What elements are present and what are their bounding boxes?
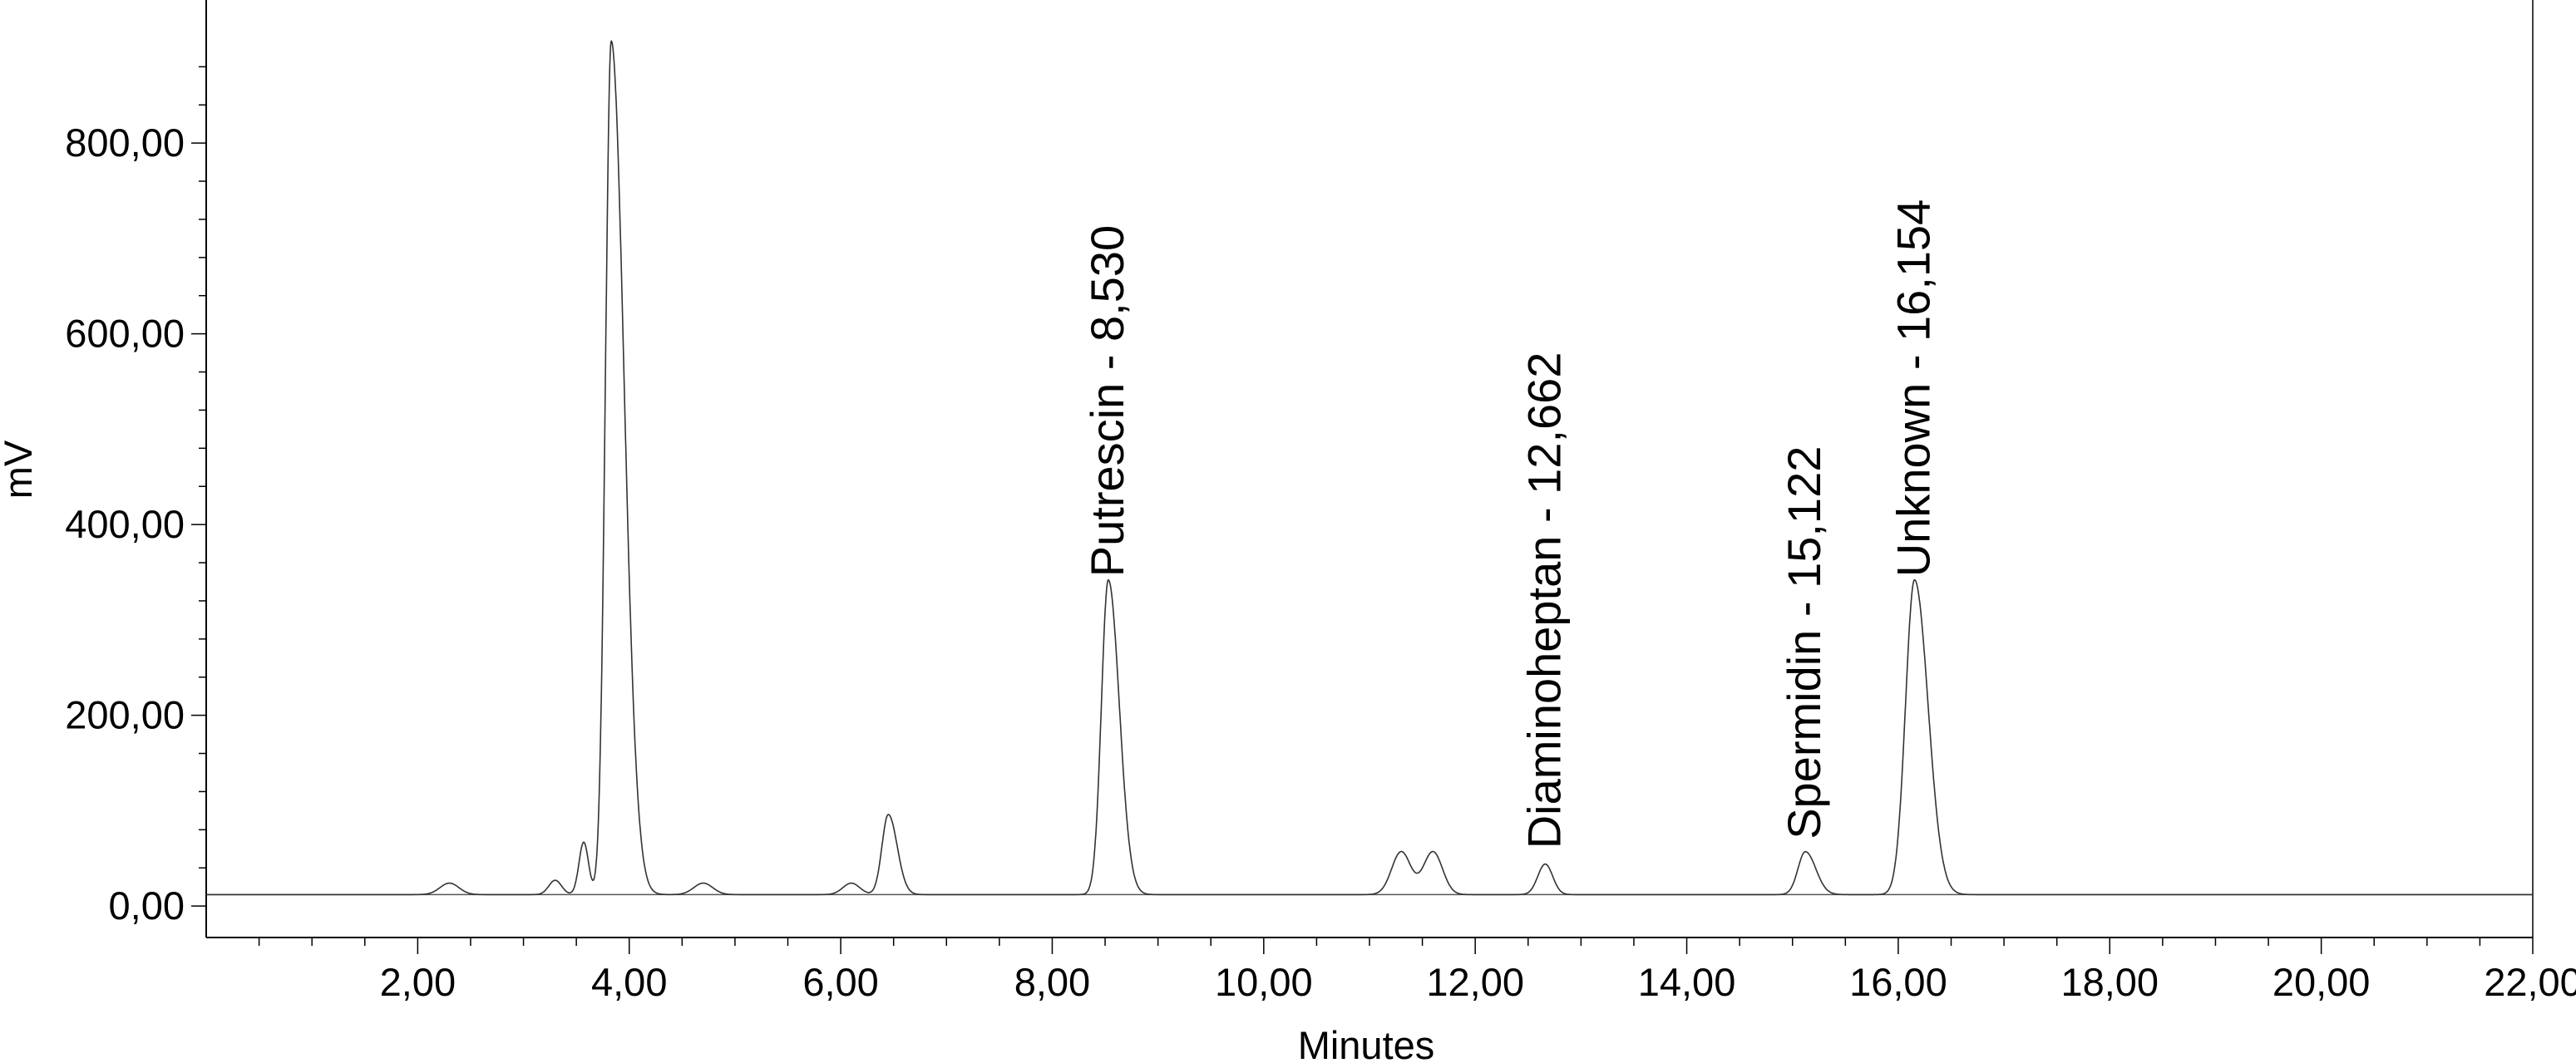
peak-label: Spermidin - 15,122: [1778, 446, 1830, 839]
x-axis-title: Minutes: [1298, 1023, 1435, 1063]
x-tick-label: 16,00: [1849, 960, 1947, 1004]
y-axis-ticks: 0,00 200,00 400,00 600,00 800,00: [65, 66, 206, 928]
x-tick-label: 4,00: [591, 960, 667, 1004]
peak-label: Diaminoheptan - 12,662: [1517, 352, 1570, 849]
x-tick-label: 10,00: [1215, 960, 1313, 1004]
y-tick-label: 600,00: [65, 312, 185, 356]
y-tick-label: 800,00: [65, 121, 185, 165]
chromatogram-trace: [206, 40, 2533, 896]
x-axis-ticks: 2,00 4,00 6,00 8,00 10,00 12,00 14,00 16,00 18,0…: [258, 938, 2576, 1004]
peak-annotations: Putrescin - 8,530 Diaminoheptan - 12,662 S…: [1081, 199, 1940, 849]
y-tick-label: 400,00: [65, 502, 185, 546]
peak-label: Unknown - 16,154: [1888, 199, 1940, 578]
y-tick-label: 0,00: [109, 883, 185, 928]
x-tick-label: 6,00: [802, 960, 878, 1004]
peak-label: Putrescin - 8,530: [1081, 225, 1133, 577]
x-tick-label: 22,00: [2484, 960, 2576, 1004]
y-tick-label: 200,00: [65, 693, 185, 737]
x-tick-label: 2,00: [380, 960, 456, 1004]
x-tick-label: 8,00: [1014, 960, 1090, 1004]
x-tick-label: 20,00: [2273, 960, 2371, 1004]
x-tick-label: 12,00: [1426, 960, 1524, 1004]
y-axis-title: mV: [0, 440, 40, 499]
plot-frame: [205, 0, 2534, 938]
x-tick-label: 14,00: [1638, 960, 1736, 1004]
x-tick-label: 18,00: [2060, 960, 2159, 1004]
